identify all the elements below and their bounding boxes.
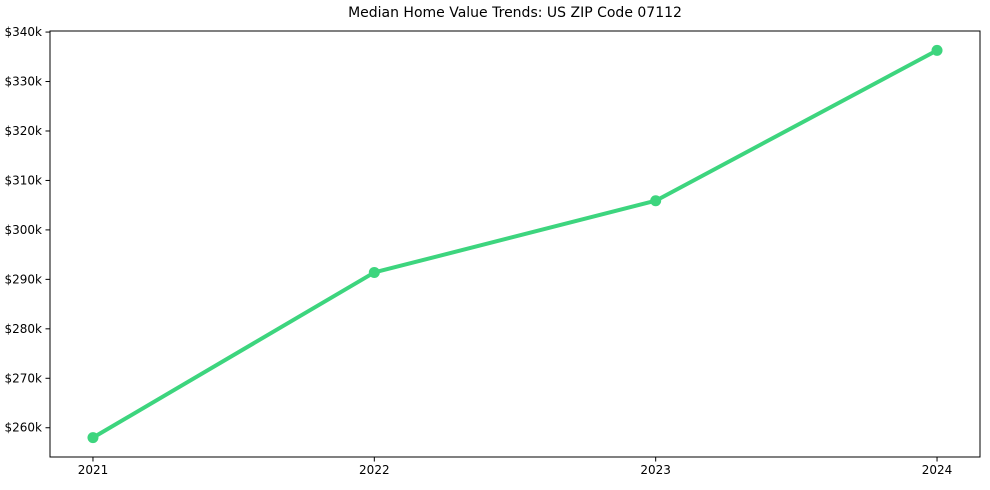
data-point-marker	[931, 44, 943, 56]
y-tick-label: $340k	[5, 25, 43, 39]
chart-title: Median Home Value Trends: US ZIP Code 07…	[348, 5, 682, 21]
x-tick-label: 2021	[78, 463, 109, 477]
y-tick-label: $310k	[5, 173, 43, 187]
y-tick-label: $280k	[5, 322, 43, 336]
y-tick-label: $330k	[5, 75, 43, 89]
data-point-marker	[650, 195, 662, 207]
y-tick-label: $300k	[5, 223, 43, 237]
y-tick-label: $290k	[5, 272, 43, 286]
x-tick-label: 2022	[359, 463, 390, 477]
y-tick-label: $260k	[5, 421, 43, 435]
data-point-marker	[368, 266, 380, 278]
x-tick-label: 2024	[922, 463, 953, 477]
plot-border	[49, 30, 981, 458]
y-tick-label: $320k	[5, 124, 43, 138]
data-point-marker	[87, 432, 99, 444]
x-tick-label: 2023	[640, 463, 671, 477]
y-tick-label: $270k	[5, 371, 43, 385]
trend-line	[90, 48, 940, 440]
